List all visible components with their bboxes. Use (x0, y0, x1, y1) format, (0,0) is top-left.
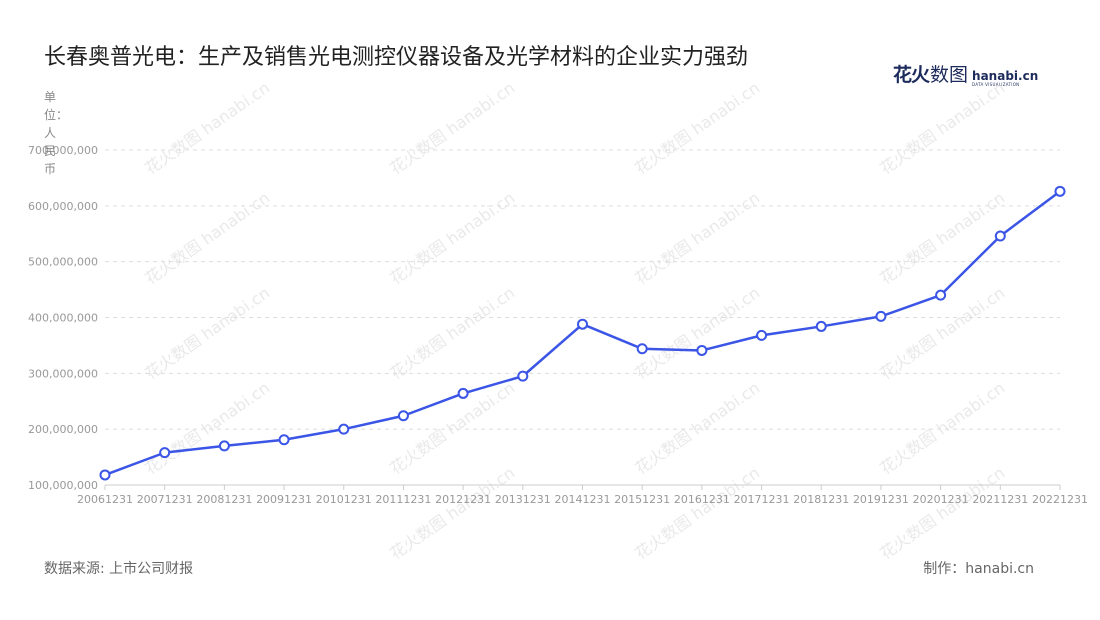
watermark-text: 花火数图 hanabi.cn (141, 78, 273, 178)
x-tick-label: 20211231 (972, 493, 1028, 506)
data-point[interactable] (338, 423, 350, 435)
x-tick-label: 20081231 (196, 493, 252, 506)
logo-text-cn: 花火 (893, 64, 930, 86)
data-point[interactable] (756, 329, 768, 341)
data-point[interactable] (577, 318, 588, 330)
logo-text-cn2: 数图 (930, 64, 969, 86)
y-tick-label: 500,000,000 (28, 256, 98, 269)
watermark-text: 花火数图 hanabi.cn (386, 378, 518, 478)
data-point[interactable] (397, 410, 409, 422)
watermark-text: 花火数图 hanabi.cn (386, 283, 518, 383)
grid-lines (105, 149, 1060, 430)
watermark-text: 花火数图 hanabi.cn (141, 188, 273, 288)
data-point[interactable] (218, 440, 230, 452)
brand-logo: 花火 数图 hanabi.cn DATA VISUALIZATION (893, 60, 1038, 87)
y-tick-label: 100,000,000 (28, 479, 98, 492)
logo-text-en-sub: DATA VISUALIZATION (972, 82, 1020, 87)
y-tick-label: 300,000,000 (28, 367, 98, 380)
watermark-text: 花火数图 hanabi.cn (141, 283, 273, 383)
x-tick-label: 20171231 (734, 493, 790, 506)
data-point[interactable] (99, 469, 111, 481)
x-tick-label: 20181231 (793, 493, 849, 506)
data-source: 数据来源: 上市公司财报 (44, 561, 194, 577)
x-tick-label: 20141231 (555, 493, 611, 506)
data-point[interactable] (875, 310, 887, 322)
data-point[interactable] (994, 230, 1006, 242)
unit-label: 单位：人民币 (44, 90, 69, 176)
watermark-text: 花火数图 hanabi.cn (631, 188, 763, 288)
logo-text-en: hanabi.cn (972, 69, 1039, 83)
watermark-text: 花火数图 hanabi.cn (386, 188, 518, 288)
x-tick-label: 20121231 (435, 493, 491, 506)
x-tick-label: 20071231 (137, 493, 193, 506)
watermark-text: 花火数图 hanabi.cn (876, 378, 1008, 478)
x-axis: 20061231 20071231 20081231 20091231 20101231… (77, 484, 1088, 506)
x-tick-label: 20101231 (316, 493, 372, 506)
x-tick-label: 20201231 (913, 493, 969, 506)
data-point[interactable] (517, 370, 529, 382)
x-tick-label: 20151231 (614, 493, 670, 506)
watermark-text: 花火数图 hanabi.cn (631, 463, 763, 563)
y-axis: 100,000,000 200,000,000 300,000,000 400,000… (28, 144, 98, 492)
watermark-text: 花火数图 hanabi.cn (141, 378, 273, 478)
watermark-text: 花火数图 hanabi.cn (876, 78, 1008, 178)
x-tick-label: 20091231 (256, 493, 312, 506)
data-point[interactable] (696, 344, 708, 356)
watermark-text: 花火数图 hanabi.cn (631, 78, 763, 178)
x-tick-label: 20061231 (77, 493, 133, 506)
x-tick-label: 20111231 (375, 493, 431, 506)
data-point[interactable] (159, 447, 171, 459)
watermark-text: 花火数图 hanabi.cn (876, 188, 1008, 288)
watermark-text: 花火数图 hanabi.cn (386, 463, 518, 563)
y-tick-label: 200,000,000 (28, 423, 98, 436)
data-point[interactable] (636, 343, 648, 355)
x-tick-label: 20191231 (853, 493, 909, 506)
series-layer (99, 185, 1066, 481)
x-tick-label: 20221231 (1032, 493, 1088, 506)
y-tick-label: 600,000,000 (28, 200, 98, 213)
watermark-text: 花火数图 hanabi.cn (631, 283, 763, 383)
x-tick-label: 20131231 (495, 493, 551, 506)
data-point[interactable] (1054, 185, 1066, 197)
y-tick-label: 400,000,000 (28, 312, 98, 325)
watermark-text: 花火数图 hanabi.cn (876, 463, 1008, 563)
series-line (104, 190, 1061, 477)
x-tick-label: 20161231 (674, 493, 730, 506)
watermark-text: 花火数图 hanabi.cn (631, 378, 763, 478)
data-point[interactable] (815, 320, 827, 332)
y-tick-label: 700,000,000 (28, 144, 98, 157)
watermark-text: 花火数图 hanabi.cn (386, 78, 518, 178)
chart-title: 长春奥普光电：生产及销售光电测控仪器设备及光学材料的企业实力强劲 (44, 45, 749, 70)
data-point[interactable] (935, 289, 947, 301)
logo-text-en-group: hanabi.cn DATA VISUALIZATION (972, 70, 1038, 87)
credit-text: 制作：hanabi.cn (923, 561, 1034, 577)
data-point[interactable] (457, 387, 469, 399)
data-point[interactable] (278, 434, 290, 446)
